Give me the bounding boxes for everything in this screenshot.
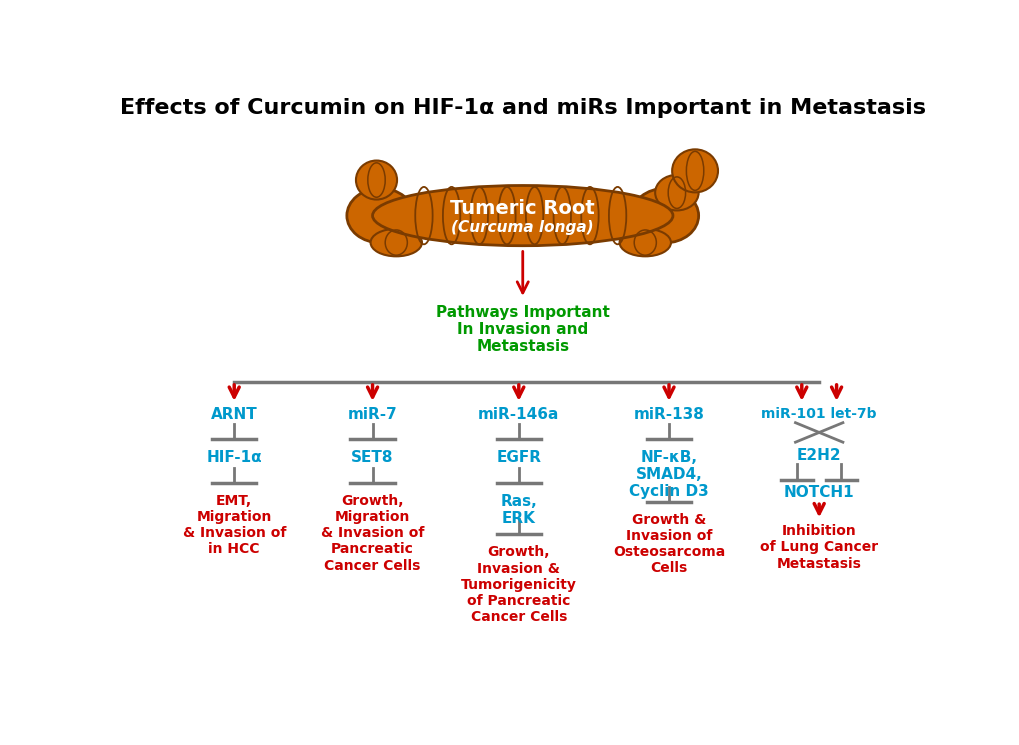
Text: HIF-1α: HIF-1α — [206, 450, 262, 465]
Ellipse shape — [370, 229, 422, 256]
Text: Pathways Important
In Invasion and
Metastasis: Pathways Important In Invasion and Metas… — [435, 305, 609, 355]
Text: Growth,
Invasion &
Tumorigenicity
of Pancreatic
Cancer Cells: Growth, Invasion & Tumorigenicity of Pan… — [461, 545, 576, 624]
Text: Effects of Curcumin on HIF-1α and miRs Important in Metastasis: Effects of Curcumin on HIF-1α and miRs I… — [119, 98, 925, 118]
Text: miR-146a: miR-146a — [478, 407, 559, 422]
Text: E2H2: E2H2 — [796, 448, 841, 463]
Text: Growth &
Invasion of
Osteosarcoma
Cells: Growth & Invasion of Osteosarcoma Cells — [612, 513, 725, 575]
Text: Ras,
ERK: Ras, ERK — [500, 494, 537, 526]
Text: EMT,
Migration
& Invasion of
in HCC: EMT, Migration & Invasion of in HCC — [182, 494, 285, 557]
Text: NF-κB,
SMAD4,
Cyclin D3: NF-κB, SMAD4, Cyclin D3 — [629, 450, 708, 499]
Text: Tumeric Root: Tumeric Root — [450, 199, 594, 218]
Text: miR-7: miR-7 — [347, 407, 397, 422]
Text: miR-101 let-7b: miR-101 let-7b — [761, 407, 876, 421]
Text: miR-138: miR-138 — [633, 407, 704, 422]
Ellipse shape — [372, 186, 673, 246]
Ellipse shape — [619, 229, 671, 256]
Text: EGFR: EGFR — [496, 450, 541, 465]
Ellipse shape — [356, 160, 396, 200]
Text: SET8: SET8 — [351, 450, 393, 465]
Ellipse shape — [631, 188, 698, 243]
Text: (Curcuma longa): (Curcuma longa) — [451, 220, 593, 235]
Text: ARNT: ARNT — [211, 407, 258, 422]
Text: Growth,
Migration
& Invasion of
Pancreatic
Cancer Cells: Growth, Migration & Invasion of Pancreat… — [321, 494, 424, 573]
Ellipse shape — [654, 175, 698, 210]
Text: NOTCH1: NOTCH1 — [784, 485, 854, 500]
Ellipse shape — [346, 188, 414, 243]
Text: Inhibition
of Lung Cancer
Metastasis: Inhibition of Lung Cancer Metastasis — [759, 524, 877, 571]
Ellipse shape — [672, 149, 717, 192]
